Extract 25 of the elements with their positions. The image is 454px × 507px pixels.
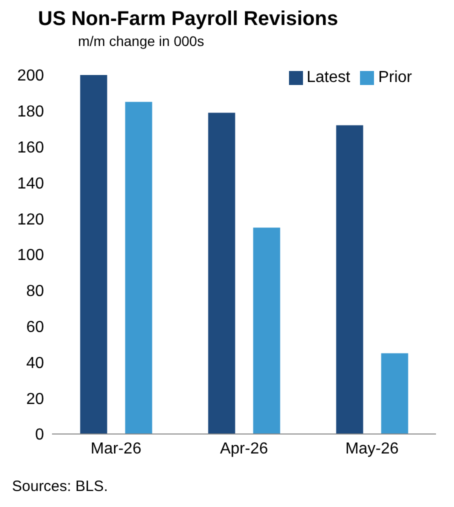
y-tick-label: 40	[26, 354, 44, 372]
legend-label: Latest	[306, 69, 350, 86]
chart-subtitle: m/m change in 000s	[77, 33, 206, 49]
y-tick-label: 0	[35, 426, 44, 444]
y-tick-label: 80	[26, 283, 44, 300]
bar	[80, 75, 108, 434]
y-tick-label: 60	[26, 318, 44, 336]
y-tick-label: 20	[26, 390, 44, 408]
source-note: Sources: BLS.	[11, 478, 109, 495]
y-tick-label: 180	[17, 104, 44, 121]
x-tick-label: May-26	[345, 440, 399, 458]
bar	[125, 102, 152, 434]
x-tick-label: Mar-26	[90, 440, 142, 458]
bar	[381, 353, 408, 434]
chart-title: US Non-Farm Payroll Revisions	[37, 8, 340, 31]
y-tick-label: 140	[17, 175, 44, 192]
bar	[336, 125, 364, 434]
y-tick-label: 120	[17, 211, 44, 228]
x-tick-label: Apr-26	[220, 440, 268, 458]
y-tick-label: 160	[17, 139, 44, 156]
legend-label: Prior	[378, 69, 412, 86]
bar	[253, 228, 280, 434]
y-tick-label: 100	[17, 247, 44, 264]
y-tick-label: 200	[17, 68, 44, 85]
bar	[208, 112, 236, 434]
